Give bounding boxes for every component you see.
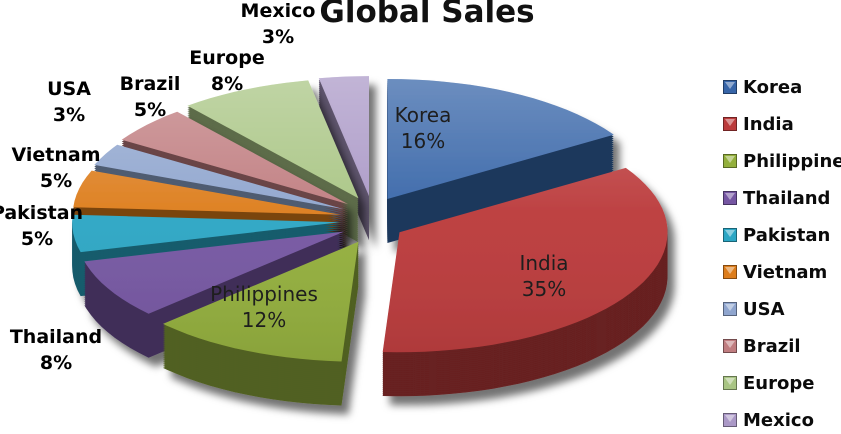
legend-label: Mexico	[743, 409, 814, 431]
chart-title: Global Sales	[319, 0, 535, 30]
slice-label-name: Europe	[189, 47, 265, 69]
slice-label-pakistan: Pakistan 5%	[0, 200, 83, 252]
pie-slice-korea	[387, 79, 614, 243]
slice-label-europe: Europe 8%	[189, 45, 264, 97]
slice-label-brazil: Brazil 5%	[120, 71, 181, 123]
slice-label-name: Pakistan	[0, 202, 84, 224]
slice-label-name: Mexico	[240, 0, 316, 22]
slice-label-philippines: Philippines 12%	[210, 281, 318, 333]
legend-item-philippines: Philippines	[723, 150, 841, 172]
legend-swatch-icon	[723, 265, 737, 279]
legend-label: Europe	[743, 372, 815, 394]
legend-swatch-icon	[723, 191, 737, 205]
slice-label-value: 5%	[20, 228, 54, 250]
slice-label-name: USA	[47, 78, 91, 100]
legend-label: Thailand	[743, 187, 831, 209]
legend-item-vietnam: Vietnam	[723, 261, 841, 283]
slice-label-thailand: Thailand 8%	[10, 324, 102, 376]
slice-label-value: 12%	[241, 308, 287, 332]
slice-label-name: Brazil	[119, 73, 181, 95]
slice-label-mexico: Mexico 3%	[241, 0, 316, 50]
slice-label-name: Thailand	[9, 326, 103, 348]
legend-label: India	[743, 113, 794, 135]
legend-swatch-icon	[723, 80, 737, 94]
legend-swatch-icon	[723, 154, 737, 168]
slice-label-vietnam: Vietnam 5%	[12, 142, 101, 194]
legend-item-thailand: Thailand	[723, 187, 841, 209]
slice-label-name: Vietnam	[11, 144, 101, 166]
slice-label-value: 8%	[210, 73, 244, 95]
legend-label: Brazil	[743, 335, 801, 357]
legend-item-brazil: Brazil	[723, 335, 841, 357]
pie-slice-india	[382, 167, 668, 397]
slice-label-name: Korea	[394, 103, 452, 127]
legend-swatch-icon	[723, 228, 737, 242]
legend-label: Philippines	[743, 150, 841, 172]
slice-label-name: Philippines	[210, 282, 318, 306]
legend-item-india: India	[723, 113, 841, 135]
slice-label-value: 5%	[133, 99, 167, 121]
legend-label: USA	[743, 298, 785, 320]
slice-label-name: India	[519, 251, 569, 275]
slice-label-value: 5%	[39, 170, 73, 192]
legend-swatch-icon	[723, 117, 737, 131]
slice-label-india: India 35%	[519, 250, 568, 302]
slice-label-usa: USA 3%	[47, 76, 91, 128]
slice-label-value: 3%	[52, 104, 86, 126]
legend-item-mexico: Mexico	[723, 409, 841, 431]
legend-label: Vietnam	[743, 261, 828, 283]
pie-slices-group	[72, 76, 668, 406]
legend-item-europe: Europe	[723, 372, 841, 394]
legend-item-usa: USA	[723, 298, 841, 320]
legend-item-pakistan: Pakistan	[723, 224, 841, 246]
slice-label-value: 16%	[400, 129, 446, 153]
legend-label: Pakistan	[743, 224, 831, 246]
pie-slice-philippines	[163, 241, 359, 406]
legend-label: Korea	[743, 76, 803, 98]
slice-label-value: 8%	[39, 352, 73, 374]
legend-item-korea: Korea	[723, 76, 841, 98]
legend-swatch-icon	[723, 376, 737, 390]
legend: Korea India Philippines Thailand Pakista…	[723, 76, 841, 431]
legend-swatch-icon	[723, 413, 737, 427]
legend-swatch-icon	[723, 339, 737, 353]
slice-label-korea: Korea 16%	[395, 102, 452, 154]
slice-label-value: 35%	[521, 277, 567, 301]
legend-swatch-icon	[723, 302, 737, 316]
slice-label-value: 3%	[261, 26, 295, 48]
